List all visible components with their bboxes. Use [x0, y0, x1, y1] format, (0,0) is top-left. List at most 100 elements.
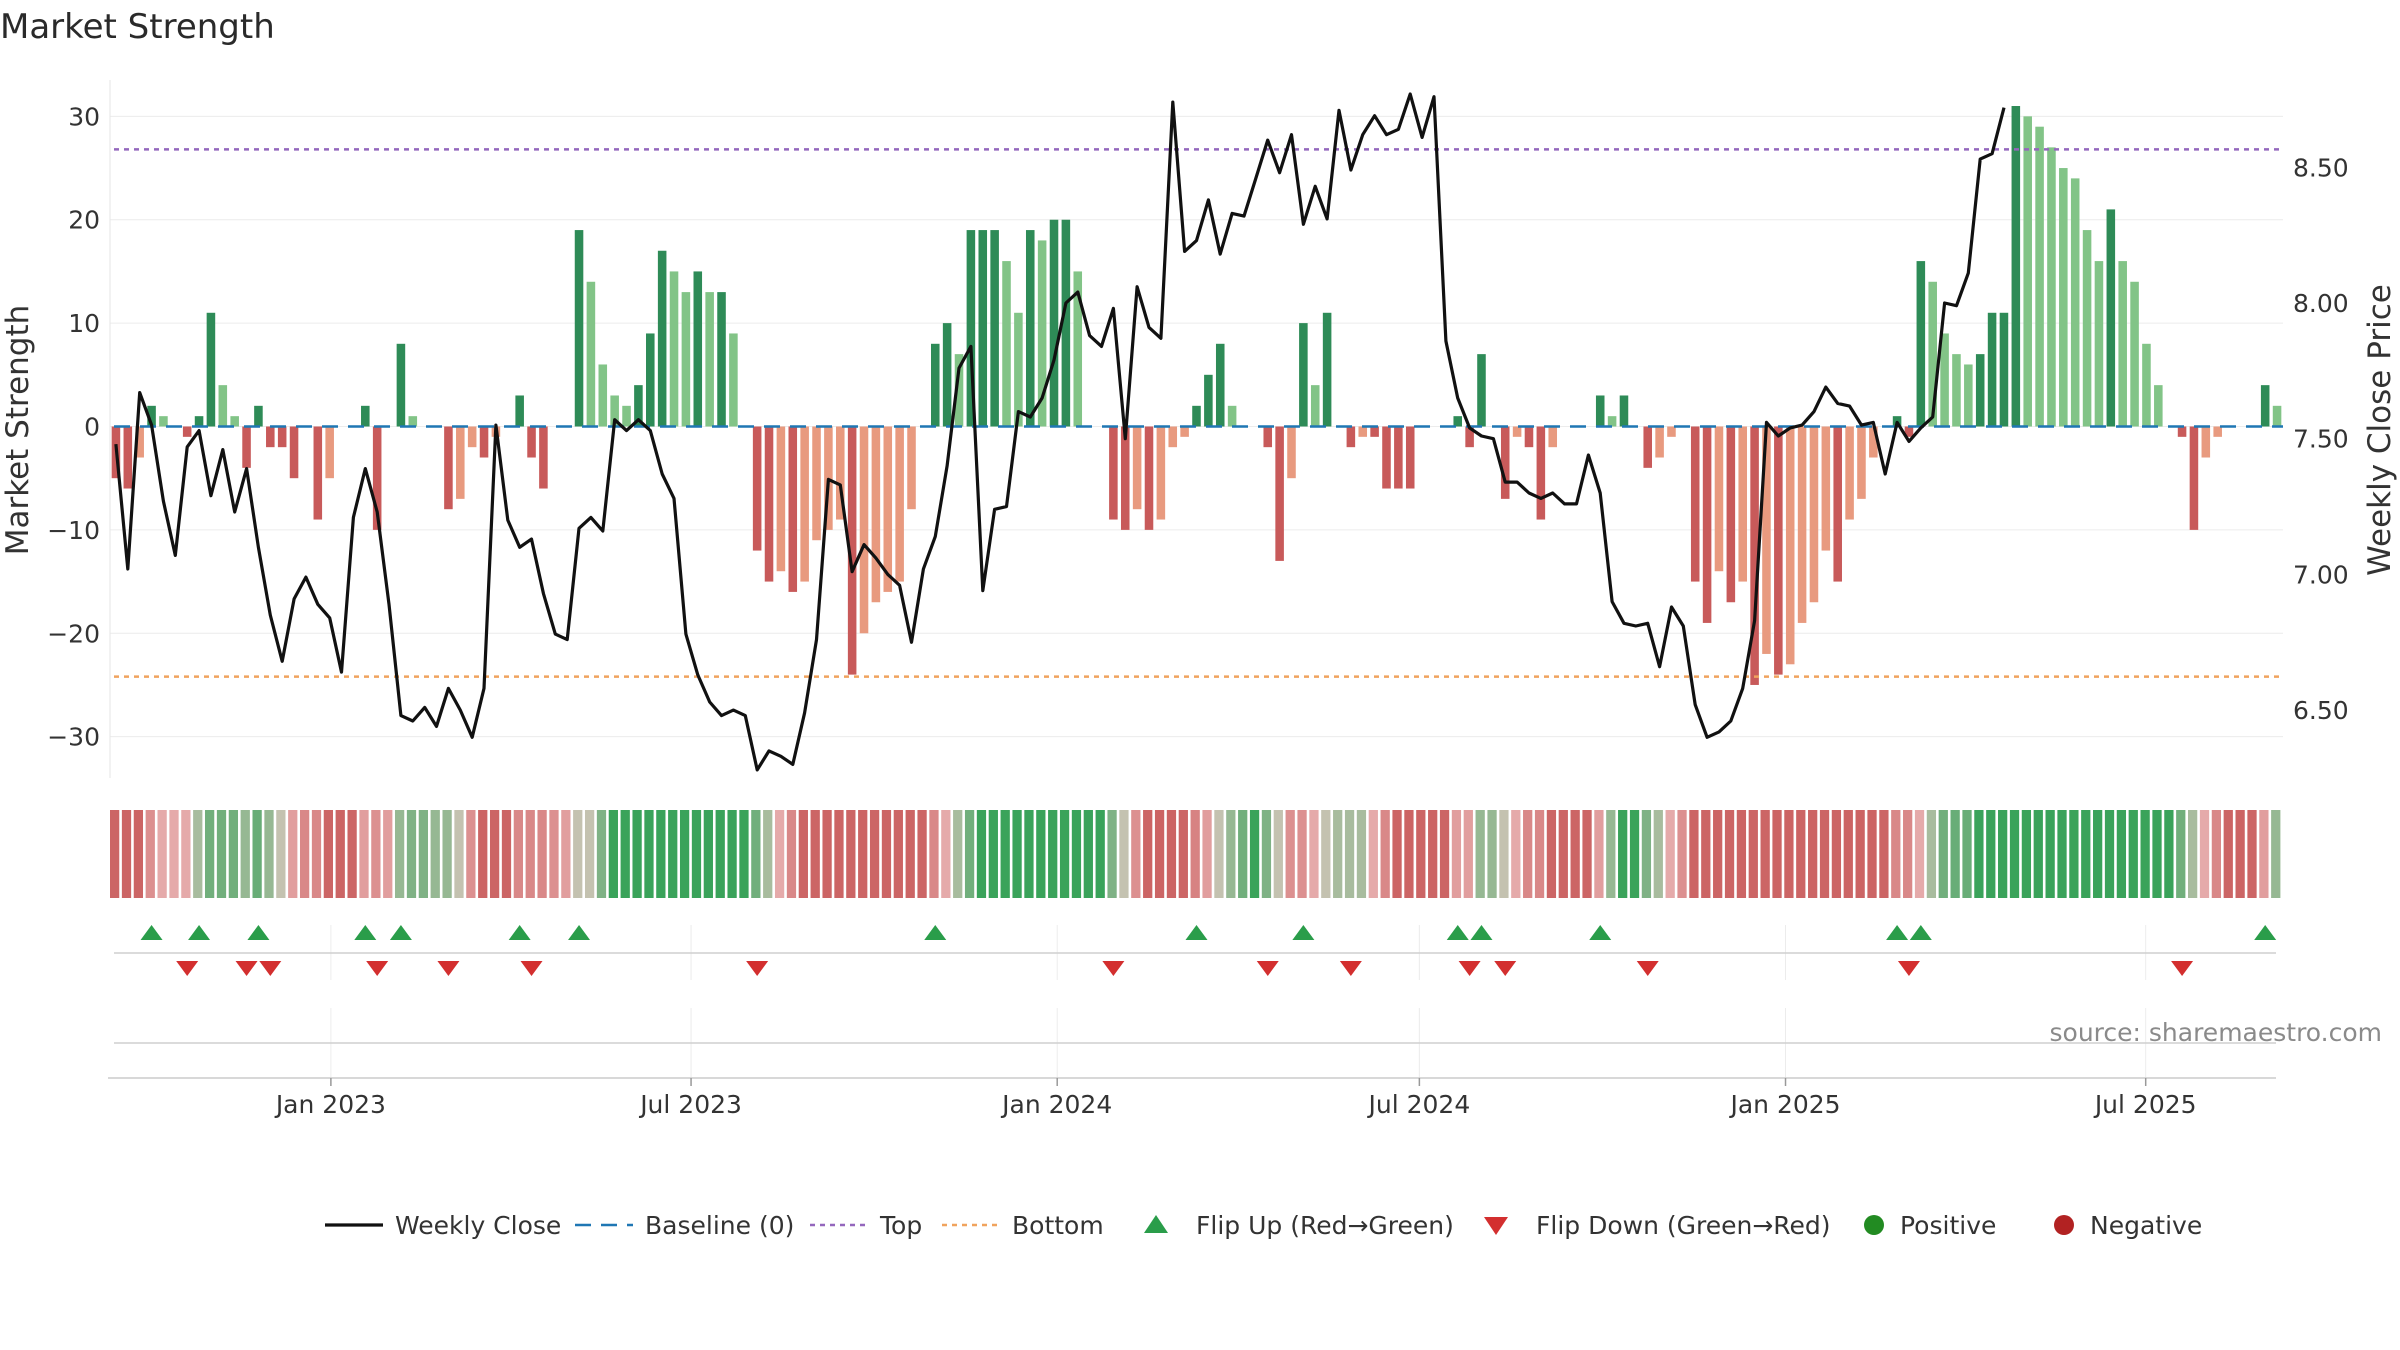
strength-bar: [1049, 219, 1059, 427]
regime-cell: [288, 810, 298, 898]
regime-cell: [727, 810, 737, 898]
regime-cell: [1618, 810, 1628, 898]
strength-bar: [1845, 426, 1854, 520]
weekly-close-line: [114, 92, 2006, 772]
legend-swatch: [2054, 1215, 2074, 1235]
strength-bar: [1299, 323, 1308, 427]
regime-cell: [216, 810, 227, 898]
legend-label: Flip Down (Green→Red): [1536, 1211, 1831, 1240]
flip-up-marker: [247, 925, 270, 940]
strength-bar: [2260, 385, 2270, 427]
y-tick-label: −20: [47, 619, 100, 648]
flip-down-marker: [1636, 961, 1659, 976]
regime-cell: [1012, 810, 1022, 898]
strength-bar: [646, 333, 655, 427]
x-tick-label: Jul 2025: [2093, 1090, 2197, 1119]
regime-cell: [2211, 810, 2222, 898]
regime-cell: [1748, 810, 1758, 898]
regime-cell: [2069, 810, 2079, 898]
flip-down-marker: [1102, 961, 1125, 976]
regime-cell: [2045, 810, 2055, 898]
strength-bar: [1037, 240, 1047, 427]
regime-cell: [1309, 810, 1319, 898]
source-note: source: sharemaestro.com: [2050, 1018, 2383, 1047]
regime-cell: [1653, 810, 1663, 898]
strength-bar: [1370, 426, 1379, 437]
regime-cell: [786, 810, 797, 898]
flip-up-marker: [389, 925, 412, 940]
legend: Weekly Close Baseline (0) Top Bottom Flip Up…: [325, 1211, 2202, 1240]
strength-bar: [254, 405, 263, 427]
strength-bar: [1061, 219, 1071, 427]
legend-label: Positive: [1900, 1211, 1996, 1240]
regime-cell: [1059, 810, 1070, 898]
regime-cell: [110, 810, 120, 898]
regime-cell: [1238, 810, 1248, 898]
regime-cell: [1285, 810, 1295, 898]
regime-cell: [1938, 810, 1948, 898]
strength-bar: [871, 426, 881, 603]
strength-bar: [1453, 416, 1463, 427]
strength-bar: [1975, 354, 1985, 427]
strength-bar: [764, 426, 774, 582]
flip-up-marker: [2254, 925, 2277, 940]
strength-bar: [586, 281, 596, 427]
strength-bar: [2142, 343, 2151, 427]
strength-bar: [1619, 395, 1629, 427]
flip-down-marker: [1494, 961, 1517, 976]
regime-cell: [228, 810, 239, 898]
regime-cell: [1261, 810, 1272, 898]
regime-cell: [656, 810, 666, 898]
strength-bar: [634, 385, 643, 427]
flip-down-marker: [366, 961, 389, 976]
regime-cell: [929, 810, 939, 898]
x-tick-label: Jan 2024: [1000, 1090, 1112, 1119]
strength-bar: [361, 405, 370, 427]
flip-up-marker: [1909, 925, 1932, 940]
strength-bar: [206, 312, 216, 427]
legend-label: Bottom: [1012, 1211, 1104, 1240]
strength-bar: [2035, 126, 2044, 427]
strength-bar: [2070, 178, 2080, 427]
flip-signals: [114, 925, 2277, 1080]
strength-bar: [1310, 385, 1320, 427]
regime-cell: [1891, 810, 1901, 898]
strength-bar: [1726, 426, 1736, 603]
legend-label: Weekly Close: [395, 1211, 561, 1240]
regime-cell: [1926, 810, 1937, 898]
strength-bars: [111, 106, 2282, 685]
regime-cell: [193, 810, 203, 898]
regime-cell: [1392, 810, 1402, 898]
regime-cell: [905, 810, 915, 898]
strength-bar: [1120, 426, 1130, 530]
strength-bar: [1809, 426, 1819, 603]
regime-cell: [2235, 810, 2245, 898]
strength-bar: [1536, 426, 1546, 520]
strength-bar: [990, 230, 999, 427]
strength-bar: [954, 354, 964, 427]
strength-bar: [1215, 343, 1225, 427]
regime-cell: [1131, 810, 1141, 898]
y-tick-label: −10: [47, 516, 100, 545]
strength-bar: [1014, 312, 1023, 427]
strength-bar: [788, 426, 798, 592]
regime-cell: [1202, 810, 1212, 898]
strength-bar: [1821, 426, 1831, 551]
regime-cell: [252, 810, 262, 898]
regime-cell: [1974, 810, 1984, 898]
strength-bar: [1916, 261, 1926, 427]
regime-cell: [834, 810, 844, 898]
flip-down-marker: [1339, 961, 1362, 976]
regime-cell: [1451, 810, 1462, 898]
flip-down-marker: [2171, 961, 2194, 976]
strength-bar: [1192, 405, 1201, 427]
legend-label: Flip Up (Red→Green): [1196, 1211, 1454, 1240]
regime-cell: [1831, 810, 1842, 898]
regime-cell: [1855, 810, 1865, 898]
regime-cell: [466, 810, 476, 898]
legend-label: Negative: [2090, 1211, 2202, 1240]
strength-bar: [1465, 426, 1474, 448]
flip-up-marker: [1589, 925, 1612, 940]
strength-bar: [135, 426, 144, 458]
strength-bar: [159, 416, 168, 427]
